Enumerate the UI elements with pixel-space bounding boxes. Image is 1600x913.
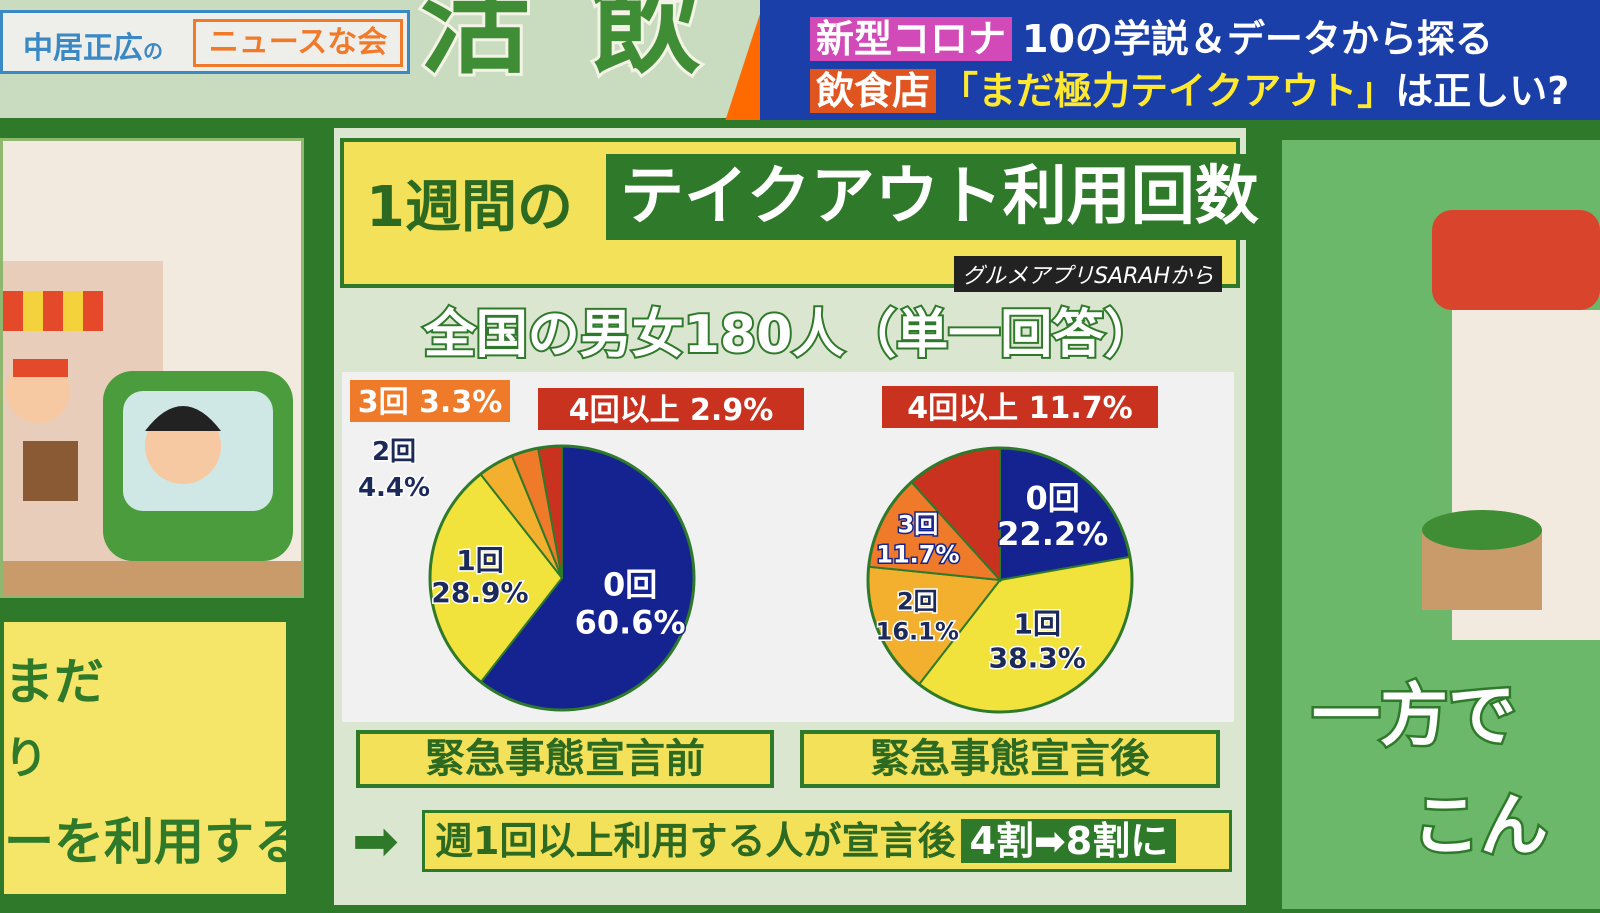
slice-label: 1回 xyxy=(1013,608,1060,641)
banner-line-1: 新型コロナ 10の学説＆データから探る xyxy=(810,8,1493,63)
right-caption-line: こん xyxy=(1409,785,1550,869)
left-caption-line: り xyxy=(4,733,48,784)
left-caption-line: ーを利用する xyxy=(4,813,304,871)
slice-callout-box xyxy=(350,380,510,422)
slice-value: 16.1% xyxy=(876,617,959,645)
left-panel: まだ り ーを利用する xyxy=(0,128,318,909)
slice-callout: 4回以上 11.7% xyxy=(907,391,1132,426)
conclusion-highlight: 4割➡8割に xyxy=(961,819,1177,863)
chart-title-box: 1週間の テイクアウト利用回数 グルメアプリSARAHから xyxy=(340,138,1273,292)
takeout-illustration xyxy=(0,138,304,598)
right-panel: 一方で こん xyxy=(1262,128,1600,909)
slice-value: 22.2% xyxy=(997,515,1108,553)
slice-label: 2回 xyxy=(897,587,938,615)
slice-callout: 4回以上 2.9% xyxy=(569,393,774,428)
slice-callout-box xyxy=(882,386,1158,428)
conclusion-box: 週1回以上利用する人が宣言後 4割➡8割に xyxy=(422,810,1232,872)
slice-callout-box xyxy=(538,388,804,430)
pie-charts-area: 0回 60.6% 1回 28.9% 2回 4.4% 3回 3.3% 4回以上 2.9% 0回 22… xyxy=(342,372,1234,722)
left-caption-box: まだ り ーを利用する xyxy=(0,618,304,898)
slice-value: 4.4% xyxy=(358,473,430,503)
left-caption-line: まだ xyxy=(4,653,104,711)
background-title-char: 活 xyxy=(417,0,533,89)
logo-host-name: 中居正広の xyxy=(23,31,163,66)
chart-title-prefix: 1週間の xyxy=(366,175,573,240)
chart-caption-before: 緊急事態宣言前 xyxy=(356,730,774,788)
slice-value: 11.7% xyxy=(876,540,959,568)
arrow-right-icon: ➡ xyxy=(352,809,399,874)
chart-caption-after: 緊急事態宣言後 xyxy=(800,730,1220,788)
slice-value: 28.9% xyxy=(431,576,528,609)
slice-label: 3回 xyxy=(898,510,939,538)
slice-value: 60.6% xyxy=(575,603,686,641)
conclusion: ➡ 週1回以上利用する人が宣言後 4割➡8割に xyxy=(342,800,1234,882)
background-title-char: 飲 xyxy=(587,0,703,89)
chart-title: テイクアウト利用回数 xyxy=(606,154,1273,240)
slice-label: 0回 xyxy=(1026,479,1080,517)
slice-label: 2回 xyxy=(372,437,416,467)
show-logo: 中居正広の ニュースな会 xyxy=(0,10,410,74)
slice-label: 1回 xyxy=(456,544,503,577)
conclusion-text: 週1回以上利用する人が宣言後 xyxy=(435,819,956,863)
slice-callout: 3回 3.3% xyxy=(358,385,503,420)
sample-description: 全国の男女180人（単一回答） xyxy=(422,303,1159,367)
slice-value: 38.3% xyxy=(989,642,1086,675)
banner-line-2: 飲食店 「まだ極力テイクアウト」は正しい? xyxy=(810,60,1569,115)
logo-show-name: ニュースな会 xyxy=(193,19,403,67)
pie-outline xyxy=(866,446,1134,714)
slice-label: 0回 xyxy=(603,565,657,603)
right-caption-line: 一方で xyxy=(1309,675,1518,759)
right-illustration: 一方で こん xyxy=(1282,140,1600,909)
pie-outline xyxy=(428,444,696,712)
data-source: グルメアプリSARAHから xyxy=(954,256,1222,292)
